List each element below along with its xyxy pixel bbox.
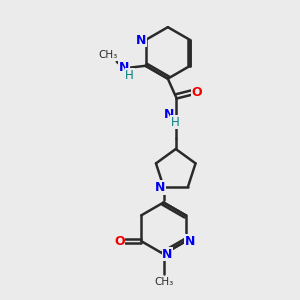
Text: CH₃: CH₃ bbox=[98, 50, 118, 60]
Text: N: N bbox=[162, 248, 173, 260]
Text: N: N bbox=[184, 235, 195, 248]
Text: N: N bbox=[136, 34, 147, 46]
Text: O: O bbox=[191, 86, 202, 99]
Text: H: H bbox=[125, 69, 134, 82]
Text: H: H bbox=[170, 116, 179, 129]
Text: CH₃: CH₃ bbox=[154, 277, 173, 287]
Text: N: N bbox=[164, 108, 174, 121]
Text: N: N bbox=[118, 61, 129, 74]
Text: O: O bbox=[114, 235, 125, 248]
Text: N: N bbox=[154, 181, 165, 194]
